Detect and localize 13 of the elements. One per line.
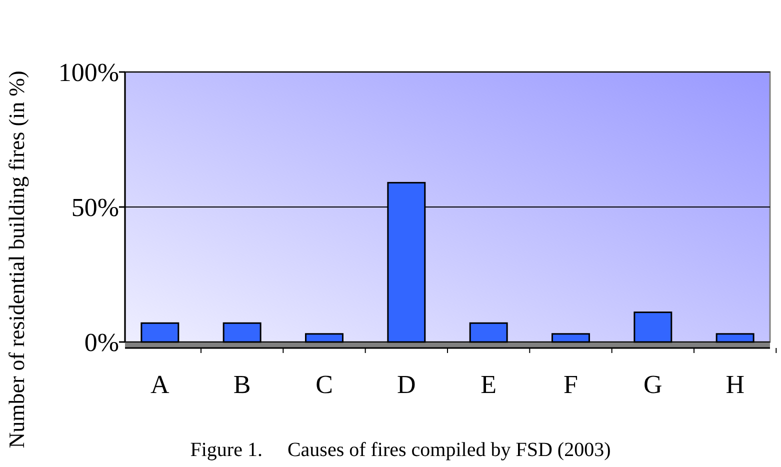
caption: Figure 1. Causes of fires compiled by FSD (2003) [190,439,611,461]
x-tick-label: D [397,370,416,399]
x-tick-label: C [316,370,333,399]
y-tick-label: 100% [58,58,119,88]
x-tick-label: A [150,370,170,399]
x-tick-label: H [726,370,745,399]
y-tick-label: 50% [71,193,119,222]
y-axis-title: Number of residential building fires (in %) [4,70,29,448]
y-tick-label: 0% [84,328,119,358]
x-tick-label: B [233,370,251,399]
x-tick-label: E [480,370,497,399]
x-tick-label: G [644,370,662,399]
x-tick-label: F [564,370,578,399]
